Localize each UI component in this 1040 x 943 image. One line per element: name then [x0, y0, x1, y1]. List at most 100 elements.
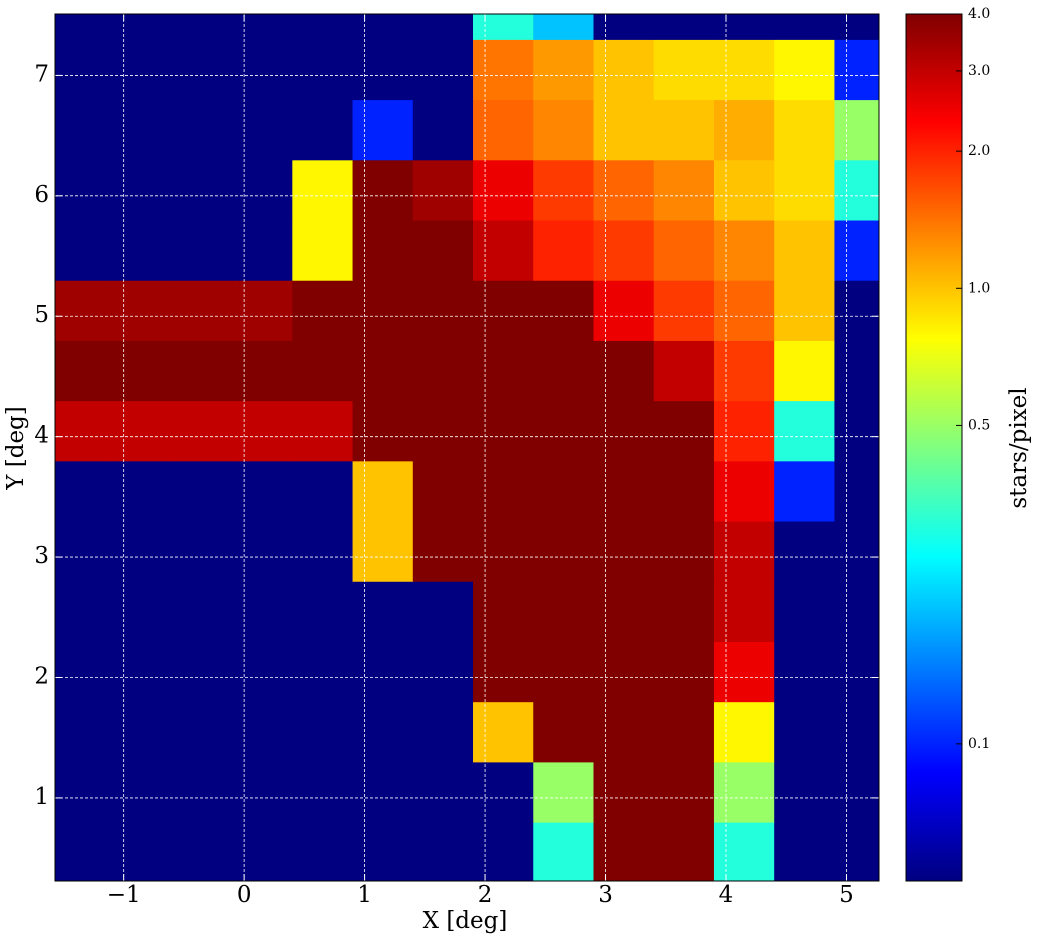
heatmap-cell: [292, 14, 354, 40]
heatmap-cell: [533, 761, 595, 823]
heatmap-cell: [292, 219, 354, 281]
heatmap-cell: [352, 219, 414, 281]
heatmap-cell: [111, 761, 173, 823]
heatmap-cell: [232, 821, 293, 881]
heatmap-cell: [533, 400, 595, 462]
heatmap-cell: [653, 219, 715, 281]
heatmap-cell: [834, 761, 879, 823]
heatmap-cell: [713, 99, 775, 161]
heatmap-cell: [774, 641, 836, 703]
heatmap-cell: [352, 761, 414, 823]
heatmap-cell: [232, 39, 293, 101]
heatmap-cell: [473, 581, 534, 642]
heatmap-cell: [834, 340, 879, 402]
heatmap-cell: [473, 39, 534, 101]
heatmap-cell: [713, 340, 775, 402]
heatmap-cell: [292, 340, 354, 402]
heatmap-cell: [412, 39, 474, 101]
heatmap-cell: [774, 581, 836, 642]
heatmap-cell: [533, 159, 595, 221]
y-tick-label: 2: [34, 663, 49, 689]
heatmap-cell: [352, 400, 414, 462]
heatmap-cell: [593, 581, 655, 642]
heatmap-cell: [292, 460, 354, 522]
heatmap-cell: [713, 159, 775, 221]
heatmap-cell: [834, 39, 879, 101]
heatmap-cell: [292, 159, 354, 221]
x-tick-label: 1: [357, 882, 372, 908]
heatmap-cell: [232, 159, 293, 221]
heatmap-cell: [774, 761, 836, 823]
heatmap-cell: [774, 460, 836, 522]
heatmap-cell: [412, 159, 474, 221]
heatmap-cell: [593, 14, 655, 40]
heatmap-cell: [653, 701, 715, 763]
heatmap-cell: [111, 460, 173, 522]
heatmap-cell: [713, 39, 775, 101]
colorbar-tick-label: 0.5: [968, 417, 990, 433]
heatmap-cell: [473, 460, 534, 522]
heatmap-cell: [232, 520, 293, 582]
x-tick-label: 5: [839, 882, 854, 908]
heatmap-cell: [533, 280, 595, 341]
heatmap-cell: [653, 99, 715, 161]
colorbar-tick-label: 2.0: [968, 143, 990, 159]
heatmap-cell: [232, 340, 293, 402]
heatmap-cell: [111, 99, 173, 161]
heatmap-cell: [55, 14, 113, 40]
heatmap-cell: [55, 39, 113, 101]
heatmap-cell: [653, 460, 715, 522]
heatmap-cell: [593, 159, 655, 221]
heatmap-cell: [55, 99, 113, 161]
heatmap-cell: [834, 400, 879, 462]
heatmap-cell: [111, 641, 173, 703]
heatmap-cell: [774, 14, 836, 40]
x-tick-label: −1: [107, 882, 141, 908]
heatmap-cell: [412, 821, 474, 881]
heatmap-cell: [292, 280, 354, 341]
heatmap-cell: [713, 701, 775, 763]
heatmap-cell: [412, 280, 474, 341]
heatmap-cell: [533, 219, 595, 281]
heatmap-cell: [171, 581, 233, 642]
heatmap-cell: [533, 14, 595, 40]
heatmap-cell: [352, 460, 414, 522]
heatmap-cell: [352, 99, 414, 161]
heatmap-cell: [653, 340, 715, 402]
heatmap-cell: [473, 280, 534, 341]
x-tick-label: 2: [478, 882, 493, 908]
heatmap-cell: [593, 219, 655, 281]
heatmap-cell: [55, 460, 113, 522]
heatmap-cell: [834, 581, 879, 642]
heatmap-cell: [352, 701, 414, 763]
heatmap-cell: [593, 400, 655, 462]
heatmap-cell: [352, 641, 414, 703]
heatmap-cell: [55, 340, 113, 402]
y-axis-label: Y [deg]: [3, 406, 29, 491]
heatmap-cell: [774, 280, 836, 341]
heatmap-cell: [713, 520, 775, 582]
heatmap-cell: [473, 219, 534, 281]
heatmap-cell: [774, 520, 836, 582]
heatmap-cell: [713, 641, 775, 703]
y-tick-label: 6: [34, 182, 49, 208]
heatmap-cell: [653, 520, 715, 582]
heatmap-cell: [473, 400, 534, 462]
heatmap-cell: [111, 159, 173, 221]
heatmap-cell: [593, 39, 655, 101]
heatmap-cell: [55, 581, 113, 642]
heatmap-cell: [473, 99, 534, 161]
heatmap-cell: [111, 821, 173, 881]
heatmap-cell: [412, 99, 474, 161]
heatmap-cell: [292, 641, 354, 703]
heatmap-cell: [653, 400, 715, 462]
heatmap-cell: [533, 701, 595, 763]
heatmap-cell: [232, 581, 293, 642]
heatmap-cell: [352, 14, 414, 40]
heatmap-cell: [412, 641, 474, 703]
heatmap-cell: [232, 219, 293, 281]
heatmap-cell: [352, 39, 414, 101]
heatmap-cell: [774, 821, 836, 881]
heatmap-cell: [473, 761, 534, 823]
y-tick-label: 1: [34, 784, 49, 810]
